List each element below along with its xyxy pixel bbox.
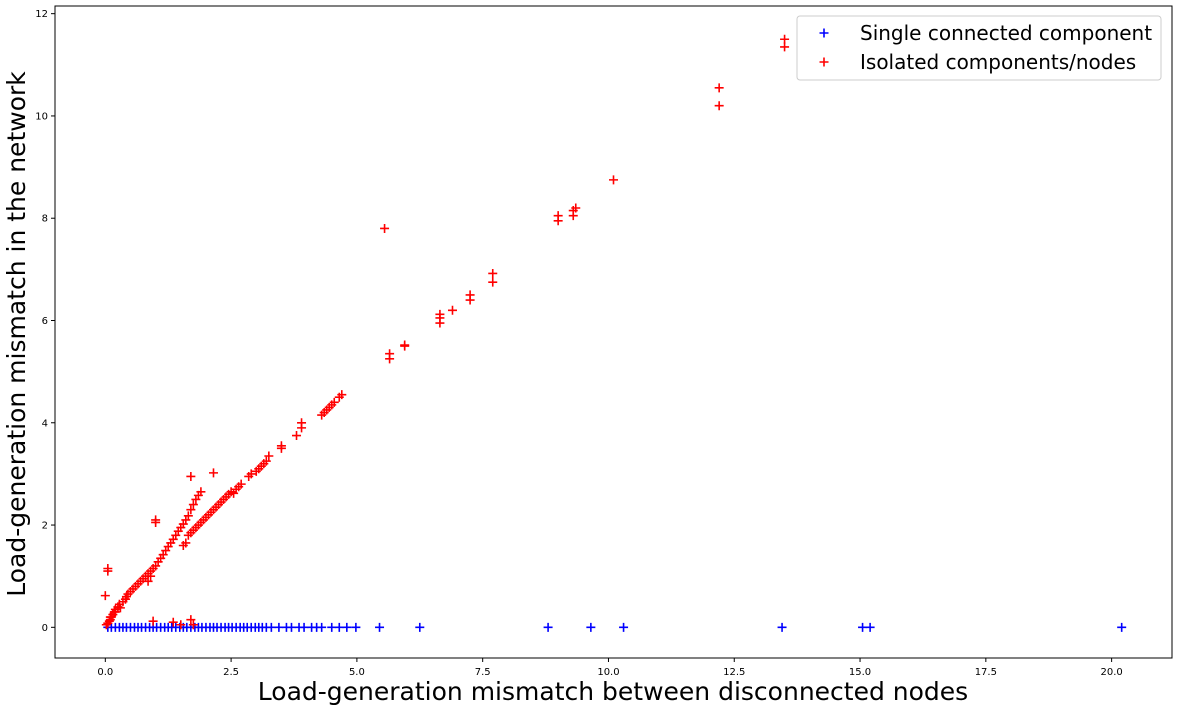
data-point	[266, 622, 276, 632]
data-point	[181, 538, 191, 548]
data-point	[146, 571, 156, 581]
y-tick-label: 6	[42, 316, 48, 327]
data-point	[196, 487, 206, 497]
data-point	[143, 576, 153, 586]
data-point	[286, 622, 296, 632]
y-tick-label: 0	[42, 623, 48, 634]
data-point	[380, 223, 390, 233]
x-tick-label: 0.0	[97, 667, 113, 678]
x-axis-ticks: 0.0 2.5 5.0 7.5 10.0 12.5 15.0 17.5 20.0	[97, 658, 1123, 678]
x-tick-label: 20.0	[1100, 667, 1122, 678]
data-point	[1117, 622, 1127, 632]
y-tick-label: 4	[42, 418, 48, 429]
data-point	[261, 456, 271, 466]
data-point	[447, 305, 457, 315]
data-point	[543, 622, 553, 632]
y-axis-title: Load-generation mismatch in the network	[2, 71, 31, 597]
legend-label-single-component: Single connected component	[860, 21, 1152, 45]
data-point	[714, 83, 724, 93]
x-tick-label: 12.5	[723, 667, 745, 678]
x-tick-label: 5.0	[349, 667, 365, 678]
data-point	[236, 479, 246, 489]
y-axis-ticks: 0 2 4 6 8 10 12	[35, 9, 55, 634]
series-1	[100, 34, 790, 630]
data-point	[609, 175, 618, 185]
data-point	[208, 468, 218, 478]
data-point	[188, 500, 198, 510]
data-point	[571, 203, 581, 213]
data-point	[342, 622, 352, 632]
data-point	[780, 34, 790, 44]
data-point	[264, 451, 274, 461]
data-point	[151, 515, 161, 525]
data-point	[168, 617, 178, 627]
data-point	[276, 441, 286, 451]
data-point	[714, 101, 724, 111]
x-tick-label: 15.0	[849, 667, 871, 678]
data-point	[488, 277, 498, 287]
data-point	[435, 309, 445, 319]
data-point	[292, 431, 302, 441]
y-tick-label: 8	[42, 214, 48, 225]
data-point	[183, 511, 193, 521]
y-tick-label: 12	[35, 9, 48, 20]
data-point	[186, 615, 196, 625]
data-point	[327, 622, 337, 632]
data-point	[619, 622, 629, 632]
plot-frame	[54, 5, 1173, 659]
data-point	[148, 616, 158, 626]
data-point	[465, 290, 475, 300]
data-point	[337, 390, 347, 400]
data-point	[375, 622, 385, 632]
data-point	[415, 622, 425, 632]
data-point	[777, 622, 787, 632]
data-points	[100, 34, 1127, 632]
data-point	[274, 622, 284, 632]
data-point	[488, 268, 498, 278]
data-point	[186, 471, 196, 481]
data-point	[115, 603, 125, 613]
data-point	[186, 505, 196, 515]
data-point	[351, 622, 361, 632]
data-point	[334, 622, 344, 632]
data-point	[317, 622, 327, 632]
x-tick-label: 2.5	[223, 667, 239, 678]
legend-marker-plus	[819, 28, 829, 38]
series-0	[103, 622, 1127, 632]
data-point	[858, 622, 868, 632]
data-point	[299, 622, 309, 632]
data-point	[865, 622, 875, 632]
legend-label-isolated-components: Isolated components/nodes	[860, 50, 1136, 74]
legend-marker-single-component	[819, 28, 829, 38]
legend-box	[796, 15, 1162, 81]
x-axis-title: Load-generation mismatch between disconn…	[258, 677, 968, 706]
x-tick-label: 7.5	[475, 667, 491, 678]
data-point	[246, 469, 256, 479]
data-point	[103, 564, 113, 574]
data-point	[329, 397, 339, 407]
x-tick-label: 17.5	[975, 667, 997, 678]
data-point	[400, 340, 410, 350]
data-point	[297, 418, 307, 428]
data-point	[586, 622, 596, 632]
data-point	[553, 211, 563, 221]
legend: Single connected component Isolated comp…	[796, 15, 1162, 81]
y-tick-label: 2	[42, 521, 48, 532]
data-point	[105, 612, 115, 622]
legend-marker-plus	[819, 57, 829, 67]
data-point	[385, 349, 395, 359]
legend-marker-isolated-components	[819, 57, 829, 67]
data-point	[104, 616, 114, 626]
x-tick-label: 10.0	[597, 667, 619, 678]
data-point	[176, 620, 186, 630]
y-tick-label: 10	[35, 111, 48, 122]
data-point	[110, 607, 120, 617]
data-point	[780, 42, 790, 52]
data-point	[188, 620, 198, 630]
data-point	[100, 591, 110, 601]
